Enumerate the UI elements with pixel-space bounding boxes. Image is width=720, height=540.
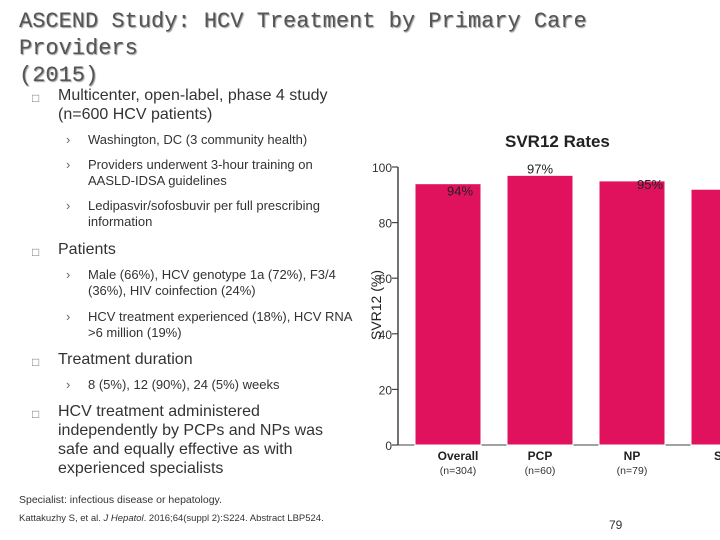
- category-label: Overall: [438, 449, 479, 463]
- bullet-treatment-duration: □ Treatment duration: [32, 350, 358, 369]
- square-bullet-icon: □: [32, 245, 40, 259]
- sub-bullet-text: Washington, DC (3 community health): [88, 132, 308, 147]
- chevron-right-icon: ›: [66, 309, 71, 324]
- sub-bullet: › Providers underwent 3-hour training on…: [66, 157, 358, 189]
- category-label: NP: [624, 449, 641, 463]
- slide-title: ASCEND Study: HCV Treatment by Primary C…: [19, 8, 709, 89]
- chevron-right-icon: ›: [66, 267, 71, 282]
- sub-bullet-text: 8 (5%), 12 (90%), 24 (5%) weeks: [88, 377, 280, 392]
- y-tick-label: 80: [379, 217, 393, 231]
- slide-title-line2: (2015): [19, 63, 99, 88]
- sub-bullet: › Ledipasvir/sofosbuvir per full prescri…: [66, 198, 358, 230]
- bullet-study-design: □ Multicenter, open-label, phase 4 study…: [32, 86, 358, 124]
- sub-bullet-text: Ledipasvir/sofosbuvir per full prescribi…: [88, 198, 320, 229]
- slide-title-line1: ASCEND Study: HCV Treatment by Primary C…: [19, 9, 587, 61]
- bullet-text: Patients: [58, 241, 116, 258]
- sub-bullet: › Washington, DC (3 community health): [66, 132, 358, 148]
- chevron-right-icon: ›: [66, 157, 71, 172]
- sub-bullet: › 8 (5%), 12 (90%), 24 (5%) weeks: [66, 377, 358, 393]
- chevron-right-icon: ›: [66, 377, 71, 392]
- footnote: Specialist: infectious disease or hepato…: [19, 494, 222, 506]
- square-bullet-icon: □: [32, 355, 40, 369]
- category-label: Specialist: [714, 449, 720, 463]
- y-tick-label: 60: [379, 272, 393, 286]
- y-tick-label: 20: [379, 383, 393, 397]
- category-n-label: (n=60): [525, 465, 556, 477]
- sub-bullet-text: Male (66%), HCV genotype 1a (72%), F3/4 …: [88, 267, 336, 298]
- bar: [414, 183, 482, 446]
- chevron-right-icon: ›: [66, 198, 71, 213]
- citation-journal: J Hepatol: [103, 513, 144, 524]
- chart-title: SVR12 Rates: [505, 132, 610, 151]
- square-bullet-icon: □: [32, 407, 40, 421]
- sub-bullet-text: Providers underwent 3-hour training on A…: [88, 157, 313, 188]
- sub-bullet: › HCV treatment experienced (18%), HCV R…: [66, 309, 358, 341]
- bar: [598, 180, 666, 446]
- citation: Kattakuzhy S, et al. J Hepatol. 2016;64(…: [19, 513, 324, 524]
- bullet-text: Treatment duration: [58, 351, 193, 368]
- category-label: PCP: [528, 449, 553, 463]
- citation-authors: Kattakuzhy S, et al.: [19, 513, 104, 524]
- bar-value-label: 97%: [527, 161, 553, 176]
- category-n-label: (n=304): [440, 465, 476, 477]
- bullet-conclusion: □ HCV treatment administered independent…: [32, 402, 348, 478]
- square-bullet-icon: □: [32, 91, 40, 105]
- sub-bullet-text: HCV treatment experienced (18%), HCV RNA…: [88, 309, 352, 340]
- bar: [506, 174, 574, 446]
- bar-value-label: 95%: [637, 177, 663, 192]
- bullet-text: Multicenter, open-label, phase 4 study (…: [58, 87, 328, 123]
- y-tick-label: 0: [385, 439, 392, 453]
- category-n-label: (n=79): [617, 465, 648, 477]
- y-axis-label: SVR12 (%): [368, 270, 384, 340]
- citation-details: . 2016;64(suppl 2):S224. Abstract LBP524…: [143, 513, 324, 524]
- sub-bullet: › Male (66%), HCV genotype 1a (72%), F3/…: [66, 267, 358, 299]
- bullet-patients: □ Patients: [32, 240, 358, 259]
- y-tick-label: 40: [379, 328, 393, 342]
- bullet-text: HCV treatment administered independently…: [58, 403, 324, 477]
- bar-value-label: 94%: [447, 184, 473, 199]
- bar: [690, 188, 720, 446]
- chevron-right-icon: ›: [66, 132, 71, 147]
- page-number: 79: [609, 518, 623, 532]
- y-tick-label: 100: [372, 161, 392, 175]
